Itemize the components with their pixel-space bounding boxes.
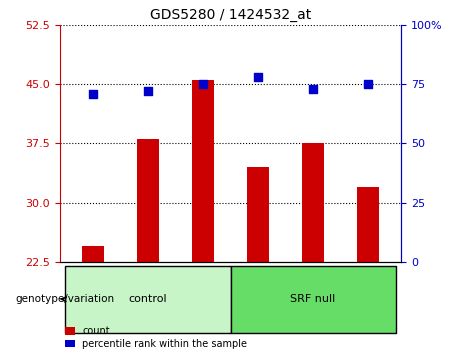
Text: genotype/variation: genotype/variation: [16, 294, 115, 304]
Text: control: control: [129, 294, 167, 304]
FancyBboxPatch shape: [230, 266, 396, 333]
Point: [364, 81, 372, 87]
Bar: [247, 167, 269, 262]
Point: [144, 88, 152, 94]
Text: SRF null: SRF null: [290, 294, 336, 304]
Bar: [82, 246, 104, 262]
Bar: [357, 187, 379, 262]
Bar: [137, 139, 159, 262]
Legend: count, percentile rank within the sample: count, percentile rank within the sample: [65, 326, 247, 349]
Point: [199, 81, 207, 87]
Point: [254, 74, 262, 80]
Point: [309, 86, 317, 92]
Bar: [302, 143, 324, 262]
Title: GDS5280 / 1424532_at: GDS5280 / 1424532_at: [150, 8, 311, 22]
Point: [89, 91, 97, 96]
Bar: [192, 80, 214, 262]
FancyBboxPatch shape: [65, 266, 230, 333]
